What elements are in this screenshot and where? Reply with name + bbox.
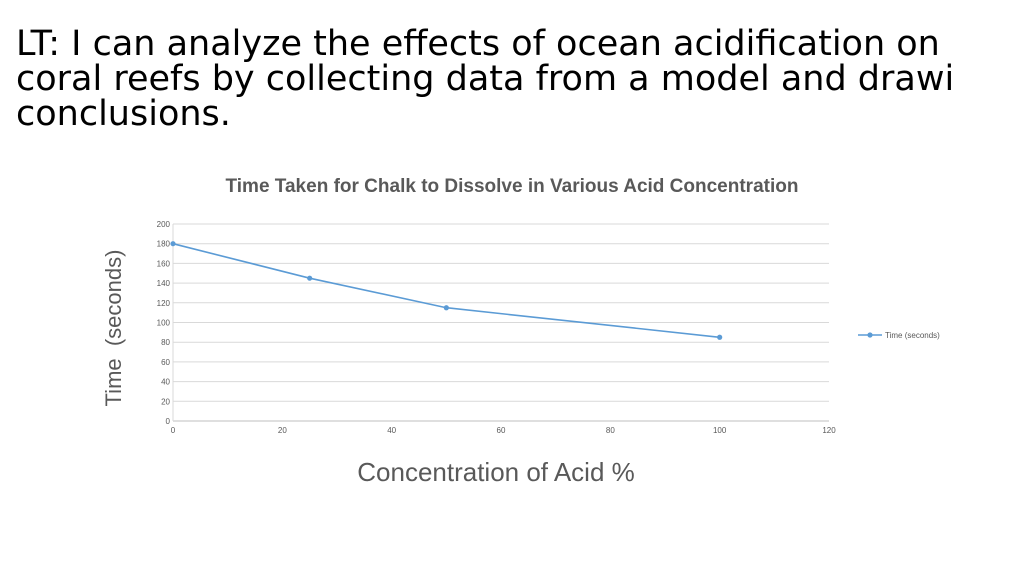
- slide-title: LT: I can analyze the effects of ocean a…: [16, 27, 1024, 132]
- y-tick-label: 180: [157, 240, 171, 249]
- series-layer: [170, 241, 723, 340]
- axes: 0 20 40 60 80 100 120 140 160 180 200 0 20 40 60 80 100 1…: [157, 220, 837, 435]
- y-tick-label: 200: [157, 220, 171, 229]
- slide-title-line: conclusions.: [16, 94, 231, 132]
- slide-title-line: LT: I can analyze the effects of ocean a…: [16, 27, 940, 64]
- y-tick-label: 40: [161, 378, 170, 387]
- x-tick-label: 120: [822, 426, 836, 435]
- y-tick-label: 80: [161, 338, 170, 347]
- x-tick-label: 80: [606, 426, 615, 435]
- legend: Time (seconds): [858, 331, 940, 340]
- legend-label: Time (seconds): [885, 331, 940, 340]
- data-point: [443, 305, 449, 311]
- x-tick-label: 60: [497, 426, 506, 435]
- gridlines: [173, 223, 829, 422]
- x-tick-label: 20: [278, 426, 287, 435]
- x-tick-label: 40: [387, 426, 396, 435]
- y-tick-label: 60: [161, 358, 170, 367]
- data-point: [307, 275, 313, 281]
- data-point: [170, 241, 176, 247]
- chart-title: Time Taken for Chalk to Dissolve in Vari…: [225, 176, 799, 197]
- series-line: [172, 242, 720, 339]
- y-tick-label: 140: [157, 279, 171, 288]
- y-tick-label: 160: [157, 259, 171, 268]
- x-tick-label: 100: [713, 426, 727, 435]
- x-tick-label: 0: [171, 426, 176, 435]
- slide-title-line: coral reefs by collecting data from a mo…: [16, 59, 955, 99]
- y-tick-label: 20: [161, 397, 170, 406]
- x-axis-title: Concentration of Acid %: [357, 457, 635, 487]
- data-point: [717, 334, 723, 340]
- y-tick-label: 100: [157, 319, 171, 328]
- y-tick-label: 0: [166, 417, 171, 426]
- y-tick-label: 120: [157, 299, 171, 308]
- legend-marker: [867, 332, 873, 338]
